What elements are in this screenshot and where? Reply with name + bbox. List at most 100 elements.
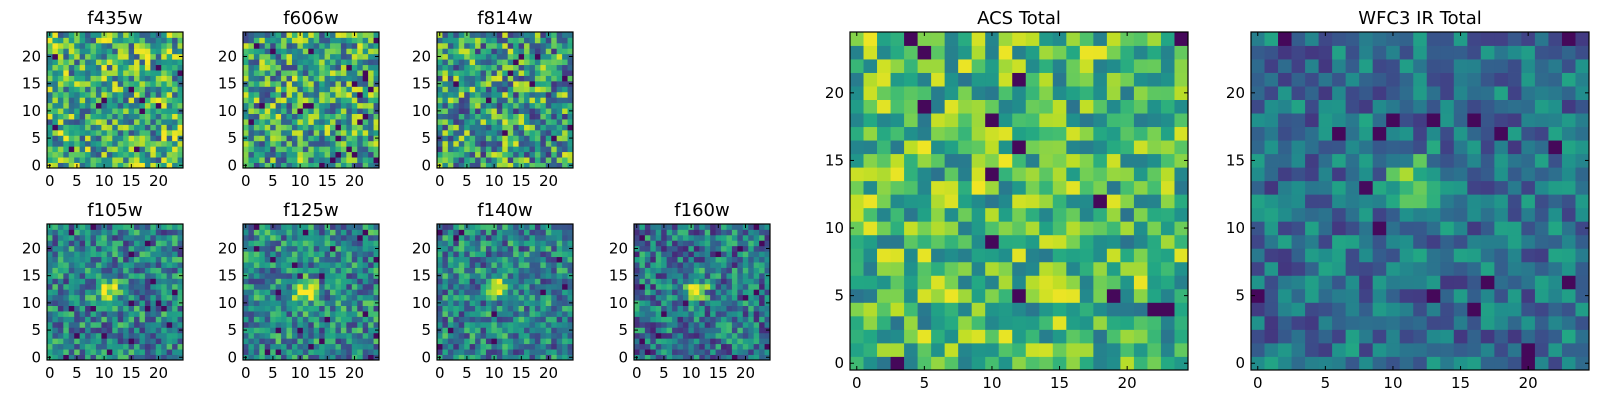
heatmap-cell [85, 294, 91, 301]
heatmap-cell [644, 272, 651, 279]
heatmap-cell [313, 354, 320, 361]
heatmap-cell [172, 311, 178, 317]
heatmap-cell [335, 157, 342, 163]
heatmap-cell [253, 338, 260, 345]
heatmap-cell [540, 64, 547, 71]
heatmap-cell [134, 305, 140, 312]
heatmap-cell [335, 349, 342, 355]
heatmap-cell [172, 316, 178, 323]
heatmap-cell [362, 321, 369, 328]
heatmap-cell [270, 294, 277, 301]
heatmap-cell [166, 305, 173, 312]
heatmap-cell [335, 75, 342, 82]
heatmap-cell [362, 316, 369, 323]
heatmap-cell [340, 305, 347, 312]
heatmap-cell [112, 332, 119, 339]
heatmap-cell [551, 70, 558, 76]
heatmap-cell [368, 37, 374, 44]
heatmap-cell [144, 349, 151, 355]
heatmap-cell [166, 278, 173, 285]
heatmap-cell [469, 124, 476, 131]
heatmap-cell [453, 327, 460, 334]
heatmap-cell [715, 251, 722, 258]
heatmap-cell [57, 289, 64, 296]
heatmap-cell [155, 102, 162, 109]
heatmap-cell [453, 343, 460, 350]
heatmap-cell [302, 251, 309, 258]
heatmap-cell [518, 140, 525, 147]
heatmap-cell [259, 327, 266, 334]
heatmap-cell [464, 349, 471, 355]
heatmap-cell [52, 129, 59, 136]
heatmap-cell [502, 332, 509, 339]
heatmap-cell [688, 278, 695, 285]
heatmap-cell [286, 129, 293, 136]
heatmap-cell [666, 300, 673, 306]
heatmap-cell [704, 240, 711, 247]
heatmap-cell [971, 167, 986, 182]
heatmap-cell [139, 300, 146, 306]
heatmap-cell [726, 245, 733, 252]
heatmap-cell [485, 119, 492, 125]
heatmap-cell [351, 338, 358, 345]
heatmap-cell [95, 135, 102, 142]
heatmap-cell [1174, 167, 1189, 182]
heatmap-cell [123, 251, 129, 258]
heatmap-cell [373, 91, 380, 98]
heatmap-cell [351, 343, 358, 350]
heatmap-cell [155, 311, 162, 317]
heatmap-cell [688, 349, 695, 355]
heatmap-cell [161, 75, 168, 82]
heatmap-cell [437, 332, 443, 339]
heatmap-cell [286, 338, 293, 345]
heatmap-cell [958, 261, 973, 276]
heatmap-cell [308, 80, 315, 87]
heatmap-cell [545, 267, 552, 274]
heatmap-cell [134, 256, 140, 263]
heatmap-cell [351, 91, 358, 98]
heatmap-cell [437, 113, 443, 120]
heatmap-cell [480, 64, 487, 71]
heatmap-cell [74, 97, 81, 104]
heatmap-cell [340, 332, 347, 339]
heatmap-cell [346, 343, 353, 350]
heatmap-cell [63, 97, 70, 104]
heatmap-cell [139, 48, 146, 55]
heatmap-cell [123, 64, 129, 71]
heatmap-cell [464, 321, 471, 328]
heatmap-cell [128, 327, 135, 334]
heatmap-cell [79, 48, 86, 55]
heatmap-cell [458, 113, 465, 120]
heatmap-cell [264, 53, 271, 60]
heatmap-cell [63, 135, 70, 142]
heatmap-cell [123, 108, 129, 114]
heatmap-cell [931, 248, 946, 263]
heatmap-cell [319, 327, 325, 334]
heatmap-cell [931, 221, 946, 236]
heatmap-cell [666, 316, 673, 323]
heatmap-cell [106, 102, 113, 109]
heatmap-cell [117, 48, 124, 55]
heatmap-cell [507, 311, 514, 317]
heatmap-cell [275, 327, 282, 334]
heatmap-cell [106, 349, 113, 355]
heatmap-cell [759, 316, 765, 323]
y-tick-label: 15 [412, 267, 431, 285]
heatmap-cell [688, 262, 695, 268]
heatmap-cell [480, 108, 487, 114]
heatmap-cell [106, 91, 113, 98]
heatmap-cell [74, 283, 81, 290]
heatmap-cell [1120, 248, 1135, 263]
heatmap-cell [688, 267, 695, 274]
heatmap-cell [496, 354, 503, 361]
heatmap-cell [518, 240, 525, 247]
heatmap-cell [764, 283, 771, 290]
heatmap-cell [1039, 356, 1054, 371]
heatmap-cell [368, 311, 374, 317]
heatmap-cell [693, 316, 700, 323]
heatmap-cell [340, 37, 347, 44]
heatmap-cell [518, 289, 525, 296]
heatmap-cell [737, 305, 744, 312]
heatmap-cell [281, 240, 287, 247]
panel-title: f160w [674, 200, 729, 221]
